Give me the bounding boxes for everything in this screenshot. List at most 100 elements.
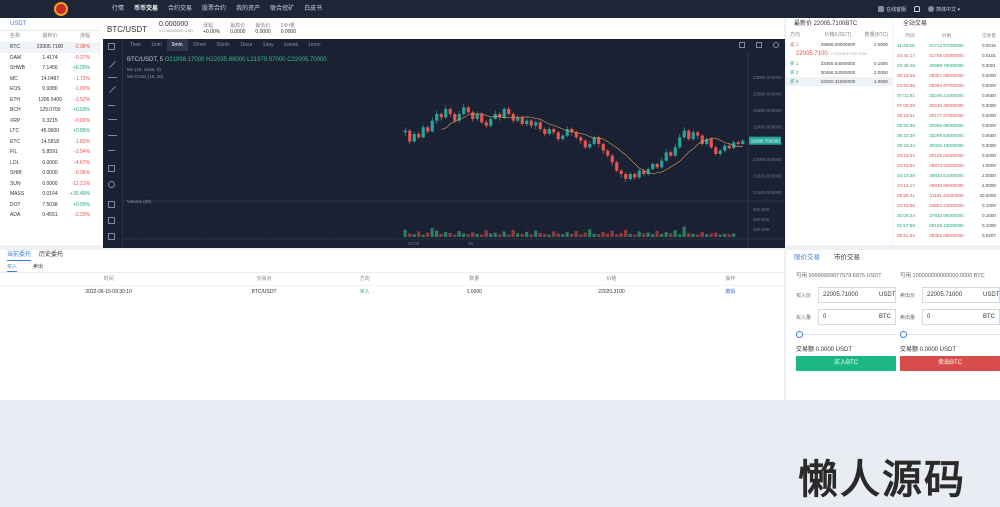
order-tab-1[interactable]: 历史委托 <box>39 252 64 258</box>
order-subtab-0[interactable]: 买入 <box>7 261 18 272</box>
bid-rows: 买 1 33455.64000000 0.1500 买 2 30486.34000000… <box>786 59 892 86</box>
trade-time: 05:23:44 <box>897 143 915 148</box>
bid-row[interactable]: 买 2 30486.34000000 2.0000 <box>786 68 892 77</box>
volume-bar <box>727 234 731 237</box>
buy-qty-input[interactable]: 0 BTC <box>818 309 896 325</box>
interval-Time[interactable]: Time <box>130 42 141 48</box>
nav-link-2[interactable]: 合约交易 <box>168 6 193 12</box>
volume-bar <box>475 233 479 237</box>
market-name: SHIB <box>10 170 22 176</box>
market-price: 0.0066 <box>42 180 58 187</box>
nav-link-4[interactable]: 我的资产 <box>236 6 261 12</box>
market-row[interactable]: SUN 0.0066 -12.21% <box>0 179 100 190</box>
text-tool-icon[interactable] <box>108 105 115 106</box>
market-row[interactable]: SHWB 7.1456 +6.05% <box>0 63 100 74</box>
interval-1min[interactable]: 1min <box>150 42 162 48</box>
buy-percent-slider[interactable] <box>796 330 896 340</box>
lock-icon[interactable] <box>108 217 115 224</box>
ob-last-price: 22005.7100 <box>796 51 828 57</box>
interval-1day[interactable]: 1day <box>262 42 274 48</box>
market-row[interactable]: MC 14.0487 -1.73% <box>0 74 100 85</box>
indicator-icon[interactable] <box>756 42 762 48</box>
bid-row[interactable]: 买 1 33455.64000000 0.1500 <box>786 59 892 68</box>
nav-link-3[interactable]: 股票合约 <box>202 6 227 12</box>
nav-link-0[interactable]: 行情 <box>112 6 125 12</box>
globe-icon <box>928 6 935 13</box>
settings-gear-icon[interactable] <box>773 42 779 48</box>
market-row[interactable]: ETH 1206.5400 -3.52% <box>0 95 100 106</box>
market-row[interactable]: DAM 1.4174 -0.37% <box>0 53 100 64</box>
volume-bar <box>732 233 736 237</box>
trade-qty: 0.0101 <box>981 53 996 58</box>
bid-qty: 0.1500 <box>873 61 888 66</box>
volume-indicator: Volume (20) <box>127 199 152 204</box>
interval-5min[interactable]: 5min <box>166 39 188 51</box>
nav-link-1[interactable]: 币币交易 <box>134 6 159 12</box>
current-price-usd: ≈ 0.00000000 USD <box>159 28 193 33</box>
buy-price-input[interactable]: 22005.71000 USDT <box>818 287 896 303</box>
back-arrow-icon[interactable] <box>108 150 115 151</box>
candle-body <box>592 137 596 144</box>
order-tab-0[interactable]: 当前委托 <box>7 250 32 261</box>
kline-chart[interactable]: Time 1min 5min 15min 30min 1hour 1day 1week 1mon… <box>103 39 785 248</box>
trade-form-tab-0[interactable]: 限价交易 <box>794 254 820 261</box>
buy-button[interactable]: 买入BTC <box>796 356 896 371</box>
nav-link-5[interactable]: 联合挖矿 <box>270 6 295 12</box>
bell-icon[interactable] <box>914 6 921 12</box>
interval-1hour[interactable]: 1hour <box>239 42 253 48</box>
language-select[interactable]: 简体中文 ▾ <box>928 6 960 13</box>
market-name: BCH <box>10 107 21 113</box>
sell-price-value: 22005.71000 <box>927 292 963 298</box>
magnify-icon[interactable] <box>108 181 115 188</box>
buy-slider-knob[interactable] <box>796 331 803 338</box>
pattern-icon[interactable] <box>108 119 117 120</box>
volume-bar <box>498 234 502 237</box>
crosshair-icon[interactable] <box>108 43 115 50</box>
eye-icon[interactable] <box>108 233 115 240</box>
market-row[interactable]: ADA 0.4551 -2.20% <box>0 210 100 221</box>
trade-form-tab-1[interactable]: 市价交易 <box>834 254 860 261</box>
candle-body <box>682 130 686 138</box>
online-service-link[interactable]: 在线客服 <box>878 6 906 13</box>
ruler-icon[interactable] <box>108 135 117 136</box>
candle-body <box>723 145 727 151</box>
sell-price-input[interactable]: 22005.71000 USDT <box>922 287 1000 303</box>
market-row[interactable]: LTC 45.9600 +0.85% <box>0 126 100 137</box>
market-row[interactable]: EOS 0.9380 -1.00% <box>0 84 100 95</box>
nav-link-6[interactable]: 白皮书 <box>304 6 323 12</box>
market-row[interactable]: MASS 0.0164 +35.49% <box>0 189 100 200</box>
ask-side: 卖 1 <box>790 42 799 47</box>
site-logo[interactable] <box>54 2 98 16</box>
fib-icon[interactable] <box>108 77 117 78</box>
market-row[interactable]: SHIB 0.0000 -0.96% <box>0 168 100 179</box>
sell-slider-knob[interactable] <box>900 331 907 338</box>
market-row[interactable]: BTC 22005.7100 -2.98% <box>0 42 100 53</box>
sell-qty-input[interactable]: 0 BTC <box>922 309 1000 325</box>
fullscreen-icon[interactable] <box>739 42 745 48</box>
magnet-icon[interactable] <box>108 201 115 208</box>
market-row[interactable]: FIL 5.8591 -2.54% <box>0 147 100 158</box>
zoom-icon[interactable] <box>108 165 115 172</box>
market-tab-usdt[interactable]: USDT <box>0 18 100 31</box>
bid-row[interactable]: 买 3 22020.31000000 1.0000 <box>786 77 892 86</box>
market-row[interactable]: ETC 14.5818 -1.83% <box>0 137 100 148</box>
order-subtab-1[interactable]: 卖出 <box>33 264 44 270</box>
market-row[interactable]: XRP 0.3215 -0.03% <box>0 116 100 127</box>
bid-qty: 2.0000 <box>873 70 888 75</box>
interval-1week[interactable]: 1week <box>283 42 298 48</box>
interval-30min[interactable]: 30min <box>216 42 230 48</box>
interval-15min[interactable]: 15min <box>192 42 207 48</box>
market-row[interactable]: DOT 7.5038 +0.55% <box>0 200 100 211</box>
market-price: 0.0164 <box>42 191 58 197</box>
cancel-order-link[interactable]: 撤销 <box>725 289 736 295</box>
volume-bar <box>444 231 448 237</box>
market-row[interactable]: BCH 129.0700 +0.03% <box>0 105 100 116</box>
market-row[interactable]: LOL 0.0000 -4.67% <box>0 158 100 169</box>
interval-1mon[interactable]: 1mon <box>307 42 321 48</box>
sell-button[interactable]: 卖出BTC <box>900 356 1000 371</box>
price-tick: 22000.000000 <box>753 157 782 162</box>
interval-bar: Time 1min 5min 15min 30min 1hour 1day 1week 1mon <box>125 39 325 51</box>
ask-row[interactable]: 卖 1 29955.00000000 2.0000 <box>786 40 892 49</box>
sell-percent-slider[interactable] <box>900 330 1000 340</box>
volume-bar <box>426 232 430 237</box>
